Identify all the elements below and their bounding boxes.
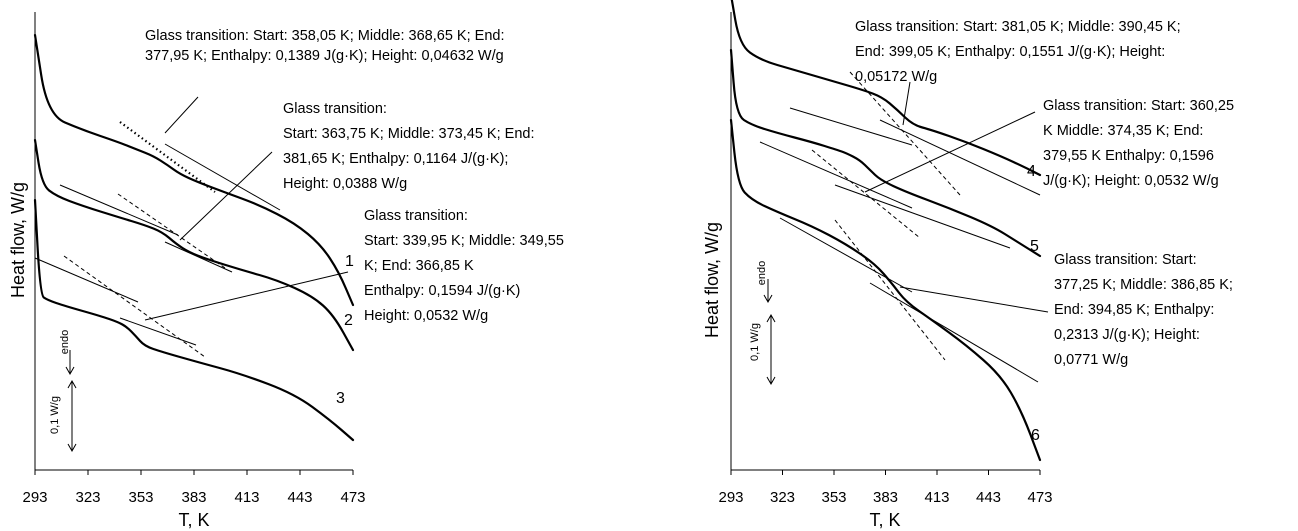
right-annotation-5: Glass transition: Start: 360,25 K Middle…	[1043, 98, 1238, 189]
right-scale-arrowhead-down	[766, 376, 776, 386]
left-tangent-2a	[59, 184, 179, 236]
right-scale-label: 0,1 W/g	[749, 323, 761, 361]
left-x-ticks: 293 323 353 383 413 443 473	[22, 470, 366, 506]
right-tangent-5a	[759, 141, 913, 209]
x-tick-label: 353	[128, 489, 153, 506]
right-tangent-4b	[879, 119, 1041, 196]
right-leader-5	[864, 111, 1036, 193]
x-tick-label: 293	[718, 489, 743, 506]
left-curves	[33, 33, 355, 442]
left-scale-arrowhead-up	[67, 379, 77, 389]
series-label-3: 3	[336, 390, 345, 407]
left-tangent-2b	[164, 241, 233, 273]
right-tangent-6a	[779, 217, 913, 293]
left-leader-1	[164, 96, 199, 134]
right-tangent-5b	[834, 184, 1011, 249]
x-tick-label: 443	[287, 489, 312, 506]
dsc-curve-5	[729, 48, 1042, 258]
left-leader-2	[179, 151, 273, 241]
left-leader-3	[144, 271, 349, 321]
right-leader-4	[902, 81, 911, 126]
x-tick-label: 293	[22, 489, 47, 506]
right-x-ticks: 293 323 353 383 413 443 473	[718, 470, 1053, 506]
left-chart: 293 323 353 383 413 443 473 T, K Heat flow, W/…	[8, 12, 568, 530]
dsc-curve-2	[33, 138, 355, 352]
left-annotation-2: Glass transition: Start: 363,75 K; Middl…	[283, 101, 539, 192]
series-label-6: 6	[1031, 427, 1040, 444]
left-endo-arrowhead	[65, 366, 75, 376]
x-tick-label: 443	[976, 489, 1001, 506]
x-tick-label: 473	[1027, 489, 1052, 506]
right-y-axis-title: Heat flow, W/g	[702, 222, 722, 338]
right-tangent-6b	[869, 282, 1039, 383]
left-tangent-1	[119, 121, 216, 193]
left-scale-label: 0,1 W/g	[49, 396, 61, 434]
left-x-axis-title: T, K	[178, 510, 209, 530]
right-tangent-4a	[789, 107, 913, 146]
dsc-curve-3	[33, 198, 355, 442]
x-tick-label: 413	[924, 489, 949, 506]
right-tangent-6	[834, 219, 946, 361]
left-tangent-3	[63, 255, 206, 358]
right-tangent-5	[811, 149, 921, 239]
dsc-curve-4	[730, 0, 1042, 177]
right-endo-arrowhead	[763, 294, 773, 304]
right-leader-6	[899, 286, 1049, 313]
x-tick-label: 413	[234, 489, 259, 506]
series-label-5: 5	[1030, 238, 1039, 255]
x-tick-label: 383	[873, 489, 898, 506]
right-x-axis-title: T, K	[869, 510, 900, 530]
right-scale-arrowhead-up	[766, 313, 776, 323]
x-tick-label: 323	[770, 489, 795, 506]
right-endo-label: endo	[756, 261, 768, 285]
left-tangent-2	[117, 193, 226, 269]
left-tangent-3b	[119, 317, 197, 346]
series-label-2: 2	[344, 312, 353, 329]
left-tangent-3a	[34, 257, 139, 303]
left-endo-label: endo	[59, 330, 71, 354]
x-tick-label: 323	[75, 489, 100, 506]
right-chart: 293 323 353 383 413 443 473 T, K Heat flow, W/…	[702, 0, 1238, 530]
dsc-curve-1	[33, 33, 355, 307]
dsc-curve-6	[729, 118, 1042, 462]
series-label-4: 4	[1027, 163, 1036, 180]
left-annotation-3: Glass transition: Start: 339,95 K; Middl…	[364, 208, 568, 324]
left-tangent-1b	[164, 143, 281, 211]
x-tick-label: 383	[181, 489, 206, 506]
left-y-axis-title: Heat flow, W/g	[8, 182, 28, 298]
series-label-1: 1	[345, 253, 354, 270]
right-annotation-6: Glass transition: Start: 377,25 K; Middl…	[1054, 252, 1237, 368]
right-annotation-4: Glass transition: Start: 381,05 K; Middl…	[855, 19, 1185, 85]
left-scale-arrowhead-down	[67, 443, 77, 453]
right-curves	[729, 0, 1042, 462]
x-tick-label: 473	[340, 489, 365, 506]
x-tick-label: 353	[821, 489, 846, 506]
left-annotation-1: Glass transition: Start: 358,05 K; Middl…	[145, 28, 509, 64]
